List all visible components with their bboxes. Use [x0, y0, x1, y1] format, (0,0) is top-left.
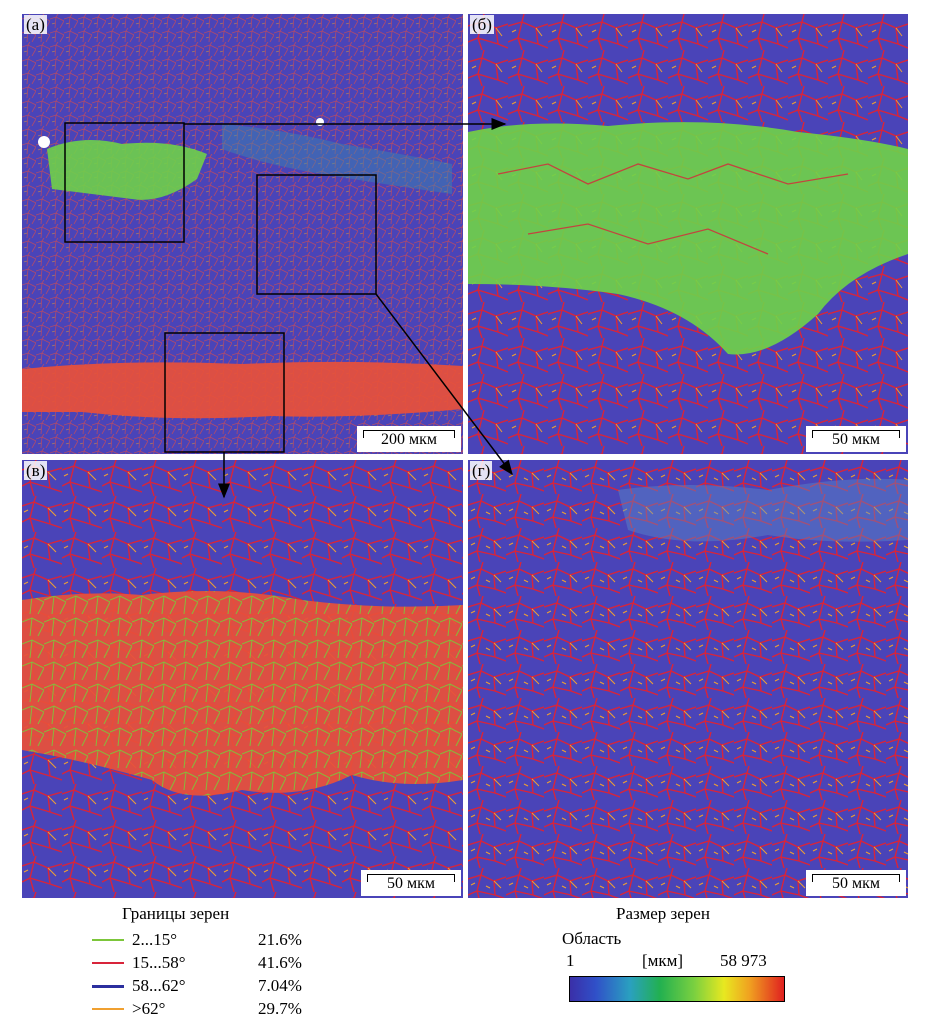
- legend-angle: >62°: [132, 999, 166, 1018]
- legend-row-15-58: 15...58° 41.6%: [92, 953, 322, 973]
- panel-b-micrograph: [468, 14, 908, 454]
- legend-row-2-15: 2...15° 21.6%: [92, 930, 322, 950]
- panel-b-scale-text: 50 мкм: [831, 431, 881, 448]
- panel-b-label: (б): [470, 15, 494, 34]
- boundaries-legend-title: Границы зерен: [122, 904, 230, 923]
- panel-g-scalebar: 50 мкм: [806, 870, 906, 896]
- legend-swatch-orange: [92, 1008, 124, 1010]
- size-legend-unit: [мкм]: [642, 951, 684, 970]
- panel-v-label: (в): [24, 461, 48, 480]
- legend-swatch-green: [92, 939, 124, 941]
- scalebar-line: [367, 874, 455, 882]
- legend-row-58-62: 58...62° 7.04%: [92, 976, 322, 996]
- panel-a-scalebar: 200 мкм: [357, 426, 461, 452]
- panel-a-label: (а): [24, 15, 47, 34]
- panel-g-scale-text: 50 мкм: [831, 875, 881, 892]
- panel-a-micrograph: [22, 14, 463, 454]
- size-legend-max: 58 973: [720, 951, 767, 970]
- panel-g-label: (г): [470, 461, 493, 480]
- legend-percent: 21.6%: [258, 930, 302, 949]
- legend-swatch-red: [92, 962, 124, 964]
- panel-b-scalebar: 50 мкм: [806, 426, 906, 452]
- panel-g-micrograph: [468, 460, 908, 898]
- legend-percent: 7.04%: [258, 976, 302, 995]
- legend-swatch-blue: [92, 985, 124, 988]
- legend-angle: 15...58°: [132, 953, 186, 972]
- legend-row-62-plus: >62° 29.7%: [92, 999, 322, 1019]
- panel-g-matrix-region: (г) 50 мкм: [468, 460, 908, 898]
- size-legend-area-label: Область: [562, 929, 622, 948]
- size-colorbar: [569, 976, 785, 1002]
- legend-percent: 41.6%: [258, 953, 302, 972]
- panel-a-scale-text: 200 мкм: [380, 431, 438, 448]
- legend-angle: 58...62°: [132, 976, 186, 995]
- panel-v-red-region: (в) 50 мкм: [22, 460, 463, 898]
- size-legend-title: Размер зерен: [616, 904, 710, 923]
- size-legend-min: 1: [566, 951, 575, 970]
- legend-angle: 2...15°: [132, 930, 178, 949]
- scalebar-line: [812, 430, 900, 438]
- panel-v-scalebar: 50 мкм: [361, 870, 461, 896]
- panel-b-green-region: (б) 50 мкм: [468, 14, 908, 454]
- scalebar-line: [812, 874, 900, 882]
- panel-v-scale-text: 50 мкм: [386, 875, 436, 892]
- panel-a-overview: (а) 200 мкм: [22, 14, 463, 454]
- legend-percent: 29.7%: [258, 999, 302, 1018]
- panel-v-micrograph: [22, 460, 463, 898]
